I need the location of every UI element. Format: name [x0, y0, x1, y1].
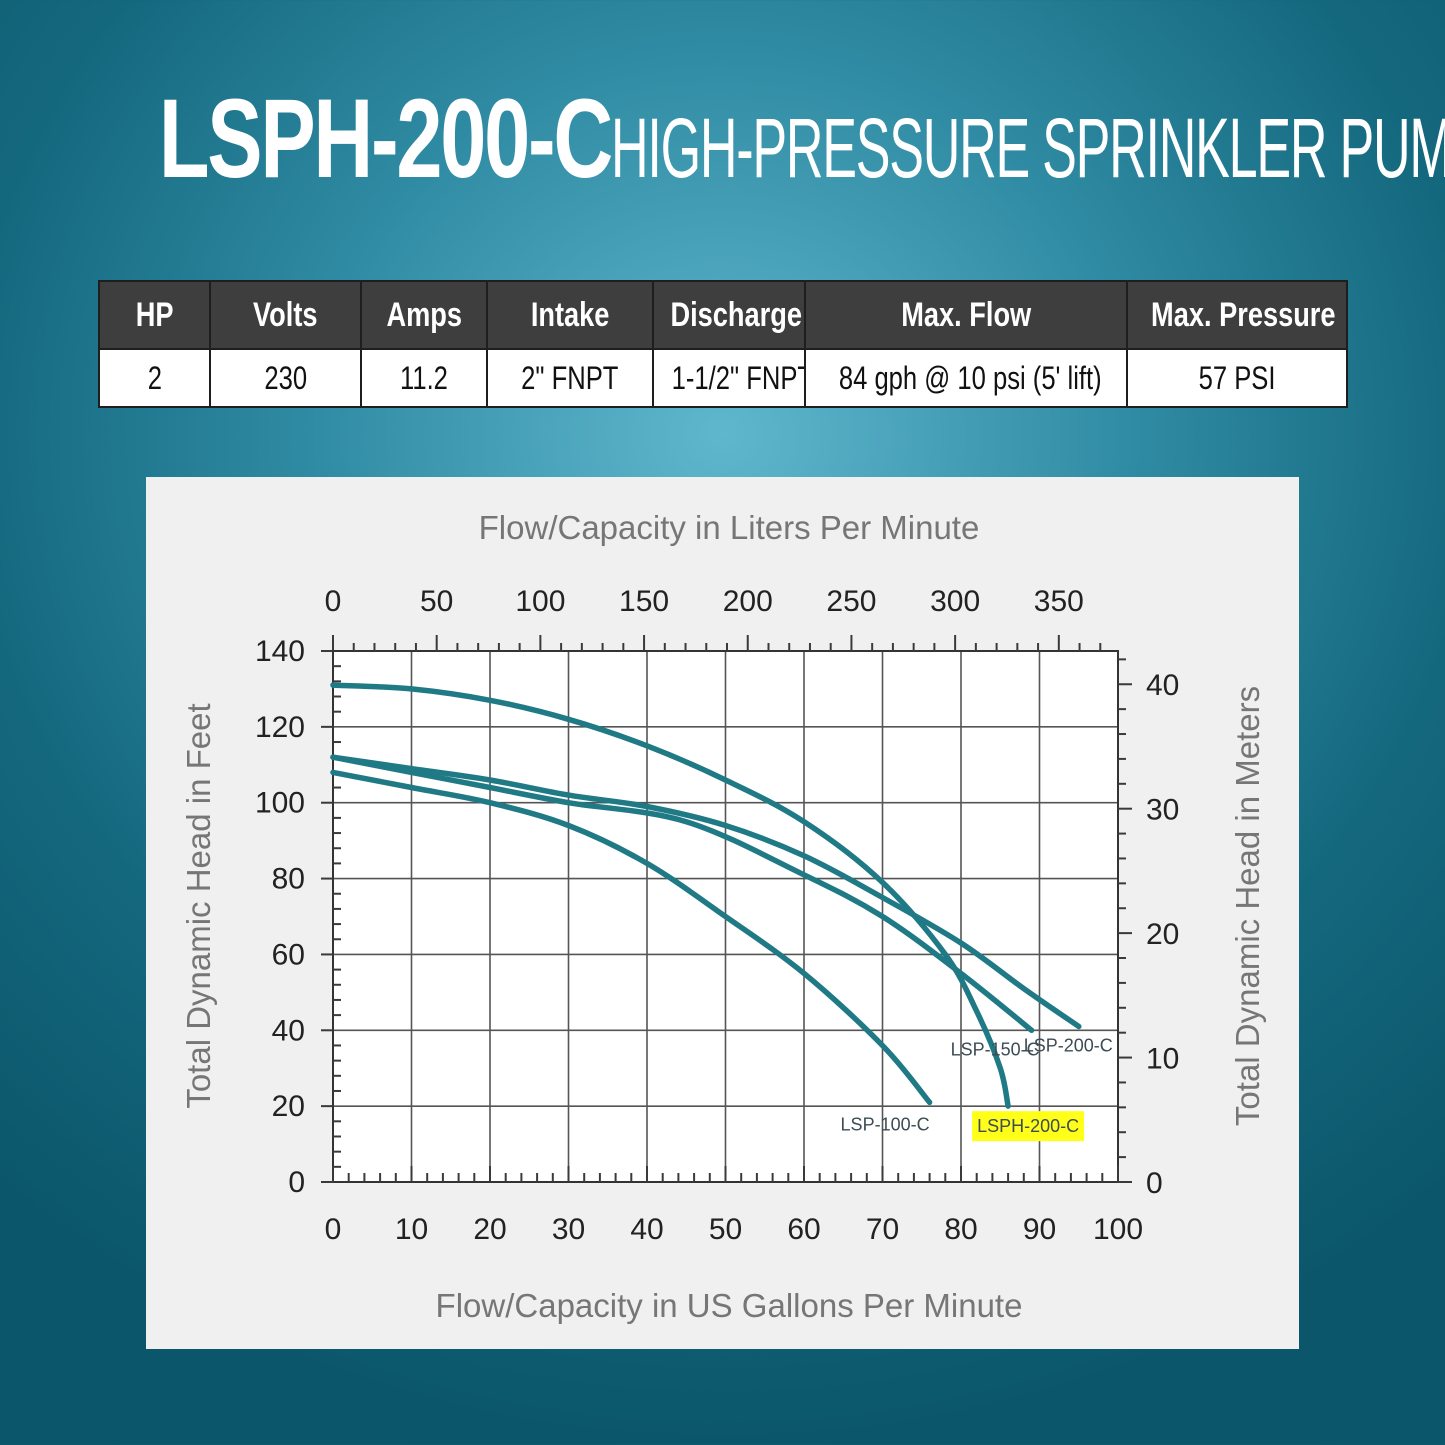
pump-curve-chart: Flow/Capacity in Liters Per Minute Flow/… — [146, 477, 1299, 1349]
spec-header-hp: HP — [98, 280, 211, 350]
spec-value-hp: 2 — [98, 348, 211, 408]
series-label-lsp-200-c: LSP-200-C — [1024, 1035, 1113, 1055]
y-tick-label: 40 — [272, 1014, 305, 1047]
right-tick-label: 30 — [1146, 794, 1179, 827]
x-tick-label: 50 — [709, 1213, 742, 1246]
x-axis-label: Flow/Capacity in US Gallons Per Minute — [436, 1287, 1023, 1324]
right-tick-label: 40 — [1146, 669, 1179, 702]
top-tick-label: 0 — [325, 585, 342, 618]
right-axis-label: Total Dynamic Head in Meters — [1229, 686, 1266, 1126]
spec-value-discharge: 1-1/2" FNPT — [652, 348, 806, 408]
x-tick-label: 100 — [1093, 1213, 1143, 1246]
curve-lsp-100-c — [330, 769, 933, 1106]
x-tick-label: 0 — [325, 1213, 342, 1246]
x-tick-label: 80 — [944, 1213, 977, 1246]
spec-header-volts: Volts — [209, 280, 362, 350]
spec-header-discharge: Discharge — [652, 280, 806, 350]
x-tick-label: 90 — [1023, 1213, 1056, 1246]
top-tick-label: 50 — [420, 585, 453, 618]
spec-value-amps: 11.2 — [360, 348, 488, 408]
top-tick-label: 150 — [619, 585, 669, 618]
y-tick-label: 140 — [255, 635, 305, 668]
top-tick-label: 100 — [515, 585, 565, 618]
spec-header-max-flow: Max. Flow — [804, 280, 1128, 350]
top-tick-label: 300 — [930, 585, 980, 618]
y-tick-label: 60 — [272, 938, 305, 971]
product-description: HIGH-PRESSURE SPRINKLER PUMP — [610, 101, 1445, 195]
y-axis-label: Total Dynamic Head in Feet — [180, 703, 217, 1108]
spec-header-max-pressure: Max. Pressure — [1126, 280, 1348, 350]
spec-value-intake: 2" FNPT — [486, 348, 654, 408]
curve-lsp-150-c — [330, 754, 1035, 1034]
spec-header-amps: Amps — [360, 280, 488, 350]
page-title: LSPH-200-C HIGH-PRESSURE SPRINKLER PUMP — [0, 74, 1445, 203]
y-tick-label: 80 — [272, 863, 305, 896]
x-tick-label: 30 — [552, 1213, 585, 1246]
x-tick-label: 10 — [395, 1213, 428, 1246]
series-label-lsp-150-c: LSP-150-C — [951, 1039, 1040, 1059]
y-tick-label: 120 — [255, 711, 305, 744]
series-label-highlight — [972, 1111, 1085, 1142]
right-tick-label: 0 — [1146, 1167, 1163, 1200]
top-axis-label: Flow/Capacity in Liters Per Minute — [479, 509, 980, 546]
x-tick-label: 60 — [787, 1213, 820, 1246]
series-label-lsp-100-c: LSP-100-C — [841, 1114, 930, 1134]
top-tick-label: 200 — [723, 585, 773, 618]
series-label-lsph-200-c: LSPH-200-C — [977, 1116, 1079, 1136]
spec-value-row: 2 230 11.2 2" FNPT 1-1/2" FNPT 84 gph @ … — [98, 348, 1348, 408]
y-tick-label: 100 — [255, 787, 305, 820]
x-tick-label: 40 — [630, 1213, 663, 1246]
x-tick-label: 20 — [473, 1213, 506, 1246]
spec-value-volts: 230 — [209, 348, 362, 408]
curve-lsp-200-c — [330, 754, 1082, 1030]
curve-lsph-200-c — [330, 682, 1011, 1109]
spec-value-max-flow: 84 gph @ 10 psi (5' lift) — [804, 348, 1128, 408]
y-tick-label: 20 — [272, 1090, 305, 1123]
top-tick-label: 350 — [1034, 585, 1084, 618]
spec-header-intake: Intake — [486, 280, 654, 350]
model-name: LSPH-200-C — [158, 76, 613, 201]
right-tick-label: 20 — [1146, 918, 1179, 951]
top-tick-label: 250 — [826, 585, 876, 618]
pump-curve-svg: Flow/Capacity in Liters Per Minute Flow/… — [180, 509, 1266, 1324]
x-tick-label: 70 — [866, 1213, 899, 1246]
y-tick-label: 0 — [288, 1166, 305, 1199]
right-tick-label: 10 — [1146, 1043, 1179, 1076]
spec-value-max-pressure: 57 PSI — [1126, 348, 1348, 408]
spec-table: HP Volts Amps Intake Discharge Max. Flow… — [98, 280, 1348, 408]
spec-header-row: HP Volts Amps Intake Discharge Max. Flow… — [98, 280, 1348, 350]
